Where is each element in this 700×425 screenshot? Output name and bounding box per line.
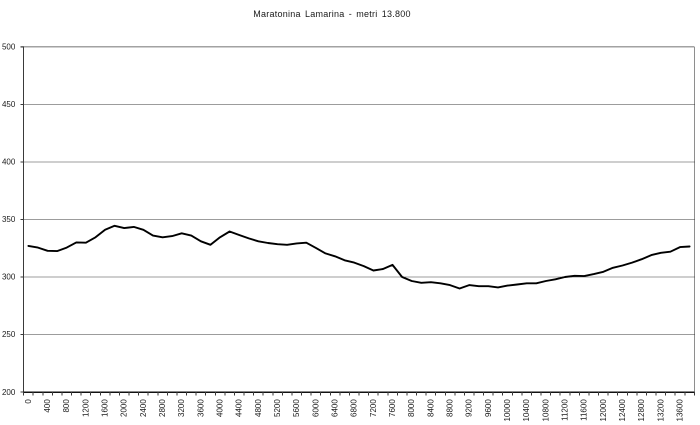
svg-text:5600: 5600 (292, 399, 301, 417)
svg-text:7200: 7200 (369, 399, 378, 417)
svg-text:10800: 10800 (541, 399, 550, 422)
svg-text:6400: 6400 (331, 399, 340, 417)
svg-text:7600: 7600 (388, 399, 397, 417)
svg-text:0: 0 (24, 399, 33, 404)
svg-text:800: 800 (62, 399, 71, 413)
svg-text:8400: 8400 (426, 399, 435, 417)
svg-text:450: 450 (2, 100, 16, 109)
svg-text:2000: 2000 (120, 399, 129, 417)
svg-text:5200: 5200 (273, 399, 282, 417)
svg-text:200: 200 (2, 388, 16, 397)
svg-text:8000: 8000 (407, 399, 416, 417)
svg-text:4000: 4000 (216, 399, 225, 417)
svg-text:400: 400 (43, 399, 52, 413)
svg-text:13600: 13600 (676, 399, 685, 422)
svg-text:13200: 13200 (656, 399, 665, 422)
svg-text:Maratonina Lamarina - metri 13: Maratonina Lamarina - metri 13.800 (253, 9, 411, 19)
svg-text:3600: 3600 (196, 399, 205, 417)
svg-text:4400: 4400 (235, 399, 244, 417)
svg-text:350: 350 (2, 215, 16, 224)
svg-text:300: 300 (2, 273, 16, 282)
svg-text:10400: 10400 (522, 399, 531, 422)
svg-text:8800: 8800 (446, 399, 455, 417)
svg-text:2800: 2800 (158, 399, 167, 417)
svg-text:1600: 1600 (101, 399, 110, 417)
svg-text:250: 250 (2, 330, 16, 339)
svg-text:11200: 11200 (561, 399, 570, 421)
svg-text:4800: 4800 (254, 399, 263, 417)
svg-text:1200: 1200 (81, 399, 90, 417)
svg-text:6800: 6800 (350, 399, 359, 417)
svg-text:10000: 10000 (503, 399, 512, 422)
svg-text:9600: 9600 (484, 399, 493, 417)
svg-text:3200: 3200 (177, 399, 186, 417)
svg-text:500: 500 (2, 43, 16, 52)
svg-text:400: 400 (2, 158, 16, 167)
svg-text:12000: 12000 (599, 399, 608, 422)
svg-text:11600: 11600 (580, 399, 589, 421)
svg-text:12800: 12800 (637, 399, 646, 422)
svg-text:12400: 12400 (618, 399, 627, 422)
svg-text:2400: 2400 (139, 399, 148, 417)
svg-text:9200: 9200 (465, 399, 474, 417)
svg-text:6000: 6000 (311, 399, 320, 417)
